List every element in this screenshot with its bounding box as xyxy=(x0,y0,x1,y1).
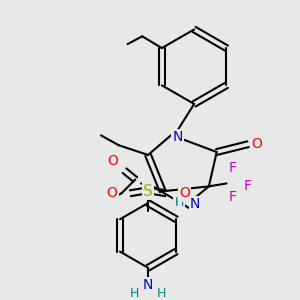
Text: S: S xyxy=(143,184,153,199)
Text: H: H xyxy=(157,287,167,300)
Text: N: N xyxy=(190,197,200,211)
Text: H: H xyxy=(130,287,139,300)
Text: F: F xyxy=(228,161,236,175)
Text: H: H xyxy=(175,196,184,208)
Text: O: O xyxy=(251,137,262,151)
Text: O: O xyxy=(179,186,190,200)
Text: O: O xyxy=(107,154,118,168)
Text: N: N xyxy=(172,130,183,144)
Text: F: F xyxy=(228,190,236,204)
Text: F: F xyxy=(244,179,252,194)
Text: O: O xyxy=(106,186,117,200)
Text: N: N xyxy=(143,278,153,292)
